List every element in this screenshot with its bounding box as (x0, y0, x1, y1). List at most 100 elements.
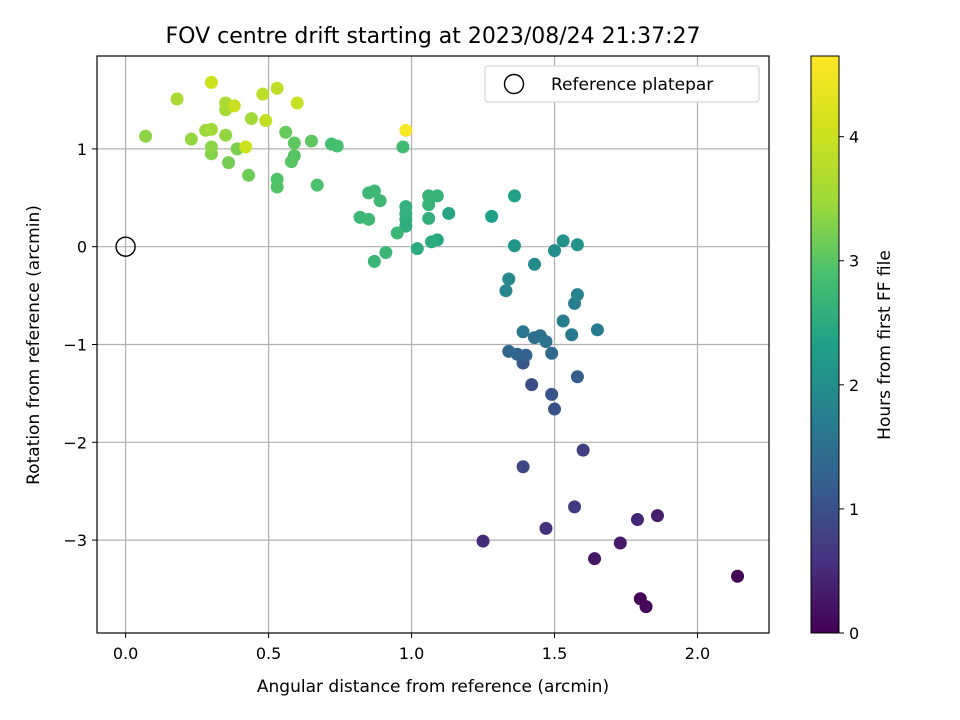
data-point (502, 344, 516, 358)
data-point (219, 128, 233, 142)
data-point (425, 235, 439, 249)
data-point (256, 87, 270, 101)
x-tick-label: 1.5 (542, 644, 567, 663)
grid (97, 56, 769, 633)
data-point (204, 75, 218, 89)
data-point (399, 200, 413, 214)
data-point (204, 122, 218, 136)
data-point (373, 194, 387, 208)
x-axis-label: Angular distance from reference (arcmin) (257, 677, 609, 697)
data-point (287, 149, 301, 163)
data-point (613, 536, 627, 550)
data-point (279, 125, 293, 139)
data-point (548, 402, 562, 416)
data-point (502, 272, 516, 286)
x-tick-label: 0.5 (256, 644, 281, 663)
data-point (410, 242, 424, 256)
data-point (184, 132, 198, 146)
data-point (287, 136, 301, 150)
data-point (244, 112, 258, 126)
data-point (499, 284, 513, 298)
data-point (507, 189, 521, 203)
data-point (379, 246, 393, 260)
y-tick-label: −2 (63, 433, 87, 452)
data-point (545, 387, 559, 401)
data-point (367, 184, 381, 198)
colorbar (810, 55, 840, 634)
data-point (239, 140, 253, 154)
data-point (259, 114, 273, 128)
data-point (170, 92, 184, 106)
legend-reference-marker (503, 73, 525, 95)
data-point (639, 600, 653, 614)
colorbar-tick-label: 3 (849, 252, 859, 271)
data-point (650, 509, 664, 523)
data-point (516, 325, 530, 339)
reference-platepar-marker (115, 236, 136, 257)
y-tick-label: −1 (63, 336, 87, 355)
data-point (442, 206, 456, 220)
data-point (525, 378, 539, 392)
data-point (570, 288, 584, 302)
colorbar-ticks: 0 1 2 3 4 (839, 128, 859, 643)
data-point (222, 156, 236, 170)
data-point (568, 500, 582, 514)
x-tick-label: 1.0 (399, 644, 424, 663)
data-point (630, 513, 644, 527)
data-point (310, 178, 324, 192)
data-point (422, 211, 436, 225)
data-point (396, 140, 410, 154)
data-point (399, 123, 413, 137)
y-axis-label: Rotation from reference (arcmin) (24, 205, 44, 485)
data-point (242, 168, 256, 182)
data-point (576, 443, 590, 457)
data-point (556, 234, 570, 248)
y-tick-label: 0 (77, 238, 87, 257)
colorbar-label: Hours from first FF file (875, 250, 895, 440)
colorbar-tick-label: 4 (849, 128, 859, 147)
data-point (476, 534, 490, 548)
reference-marker-layer (115, 236, 136, 257)
data-point (367, 254, 381, 268)
data-point (430, 189, 444, 203)
data-point (204, 140, 218, 154)
y-tick-label: 1 (77, 140, 87, 159)
colorbar-tick-label: 1 (849, 500, 859, 519)
data-point (270, 172, 284, 186)
data-point (304, 134, 318, 148)
y-tick-label: −3 (63, 531, 87, 550)
data-point (227, 99, 241, 113)
data-point (588, 552, 602, 566)
legend-box (484, 65, 760, 103)
data-point (539, 521, 553, 535)
data-point (139, 129, 153, 143)
x-axis-ticks: 0.0 0.5 1.0 1.5 2.0 (113, 633, 710, 663)
data-point (545, 346, 559, 360)
y-axis-ticks: −3 −2 −1 0 1 (63, 140, 97, 550)
data-point (290, 96, 304, 110)
data-point (570, 370, 584, 384)
data-point (548, 244, 562, 258)
data-point (324, 137, 338, 151)
legend: Reference platepar (484, 65, 760, 103)
data-point (270, 81, 284, 95)
data-point (528, 257, 542, 271)
data-point (507, 239, 521, 253)
data-point (590, 323, 604, 337)
data-point (362, 212, 376, 226)
data-point (485, 209, 499, 223)
x-tick-label: 2.0 (685, 644, 710, 663)
chart-title: FOV centre drift starting at 2023/08/24 … (166, 24, 701, 49)
data-point (570, 238, 584, 252)
x-tick-label: 0.0 (113, 644, 138, 663)
data-points (139, 75, 745, 614)
data-point (565, 328, 579, 342)
colorbar-tick-label: 2 (849, 376, 859, 395)
data-point (731, 569, 745, 583)
colorbar-tick-label: 0 (849, 624, 859, 643)
data-point (516, 460, 530, 474)
data-point (539, 335, 553, 349)
data-point (390, 226, 404, 240)
data-point (556, 314, 570, 328)
